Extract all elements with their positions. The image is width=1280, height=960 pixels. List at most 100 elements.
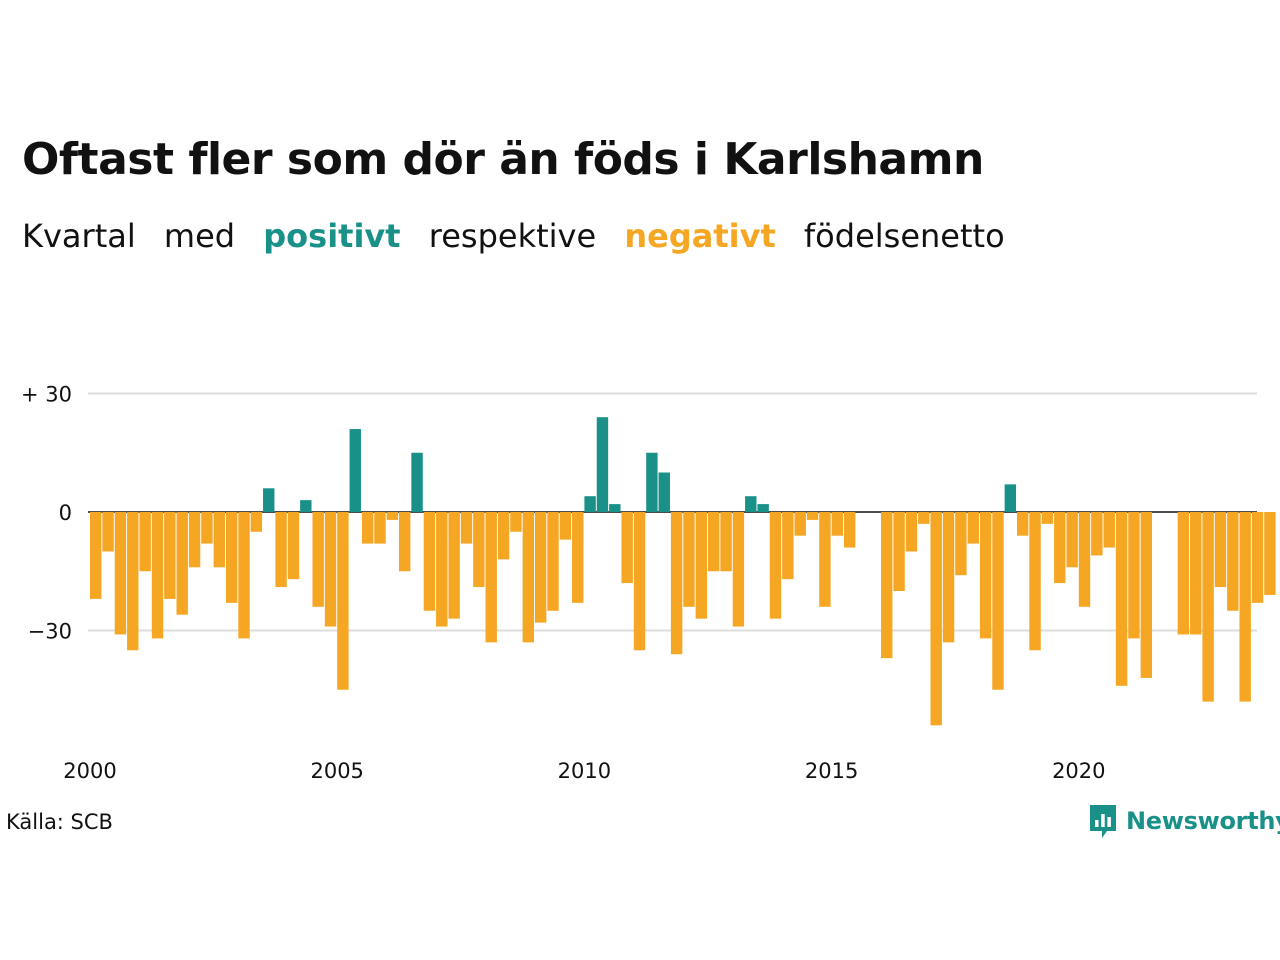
bar-negative [423, 512, 436, 611]
bar-negative [1177, 512, 1190, 635]
x-tick-label: 2005 [310, 759, 363, 783]
bar-positive [584, 496, 596, 512]
y-tick-label: + 30 [21, 383, 72, 407]
bar-negative [485, 512, 497, 643]
bar-positive [658, 472, 670, 512]
chart-title: Oftast fler som dör än föds i Karlshamn [22, 134, 984, 185]
bar-negative [806, 512, 819, 520]
bar-negative [287, 512, 300, 580]
bar-negative [942, 512, 955, 643]
bar-negative [188, 512, 201, 568]
bar-negative [1264, 512, 1276, 595]
bar-negative [782, 512, 794, 580]
bar-negative [250, 512, 263, 532]
bar-positive [609, 504, 621, 512]
bar-negative [930, 512, 942, 726]
bar-negative [720, 512, 732, 572]
bar-negative [695, 512, 708, 619]
bar-negative [399, 512, 411, 572]
bar-negative [164, 512, 176, 599]
subtitle-positive-word: positivt [263, 217, 401, 255]
bar-positive [757, 504, 769, 512]
bar-negative [238, 512, 250, 639]
bar-negative [102, 512, 114, 552]
bar-negative [547, 512, 559, 611]
bar-negative [337, 512, 349, 690]
bar-negative [448, 512, 460, 619]
x-tick-label: 2020 [1052, 759, 1105, 783]
bar-negative [559, 512, 572, 540]
bar-negative [275, 512, 287, 588]
bar-positive [349, 429, 361, 512]
bar-negative [312, 512, 324, 607]
subtitle-word-fodelsenetto: födelsenetto [803, 217, 1005, 255]
bar-negative [1140, 512, 1152, 678]
bar-negative [967, 512, 979, 544]
bar-negative [683, 512, 695, 607]
bar-negative [1128, 512, 1140, 639]
bar-negative [992, 512, 1004, 690]
bar-negative [1251, 512, 1264, 603]
bar-positive [300, 500, 312, 512]
bar-negative [708, 512, 720, 572]
bar-negative [1239, 512, 1251, 702]
bar-negative [1115, 512, 1128, 686]
bar-negative [732, 512, 745, 627]
y-tick-label: 0 [59, 501, 72, 525]
x-tick-label: 2010 [558, 759, 611, 783]
bar-negative [522, 512, 534, 643]
bar-positive [411, 452, 423, 512]
newsworthy-logo: Newsworthy [1088, 803, 1280, 839]
bar-negative [1103, 512, 1115, 548]
bar-negative [1190, 512, 1202, 635]
bar-negative [361, 512, 374, 544]
source-note: Källa: SCB [6, 810, 113, 834]
bar-positive [596, 417, 609, 512]
bar-negative [633, 512, 646, 651]
bar-negative [139, 512, 151, 572]
bar-negative [90, 512, 102, 599]
bar-negative [374, 512, 386, 544]
bar-positive [263, 488, 275, 512]
bar-positive [646, 452, 658, 512]
bar-negative [151, 512, 164, 639]
bar-negative [905, 512, 918, 552]
logo-text: Newsworthy [1126, 807, 1280, 835]
bar-negative [979, 512, 992, 639]
bar-negative [621, 512, 633, 584]
bar-negative [225, 512, 238, 603]
bar-positive [1004, 484, 1017, 512]
bar-negative [1214, 512, 1227, 588]
bar-negative [670, 512, 683, 655]
bar-negative [1054, 512, 1066, 584]
bar-negative [114, 512, 127, 635]
bar-negative [497, 512, 510, 560]
bar-negative [1029, 512, 1041, 651]
bar-negative [1202, 512, 1214, 702]
bar-negative [386, 512, 399, 520]
bar-negative [1041, 512, 1054, 524]
newsworthy-chat-bar-icon [1090, 805, 1116, 838]
bar-negative [1227, 512, 1239, 611]
y-tick-label: −30 [28, 620, 72, 644]
bar-negative [460, 512, 473, 544]
bar-negative [1066, 512, 1078, 568]
bar-chart: + 30 0 −30 2000 2005 2010 2015 2020 [21, 383, 1276, 783]
x-tick-label: 2015 [805, 759, 858, 783]
bar-negative [510, 512, 522, 532]
subtitle-word-med: med [163, 217, 236, 255]
bar-positive [745, 496, 757, 512]
subtitle-negative-word: negativt [624, 217, 776, 255]
x-tick-label: 2000 [63, 759, 116, 783]
bar-negative [127, 512, 139, 651]
bar-negative [213, 512, 225, 568]
bar-negative [534, 512, 547, 623]
bar-negative [436, 512, 448, 627]
bar-negative [572, 512, 584, 603]
bar-negative [473, 512, 485, 588]
bar-negative [831, 512, 843, 536]
bar-negative [176, 512, 188, 615]
bar-negative [881, 512, 893, 659]
bar-negative [893, 512, 905, 591]
chart-subtitle: Kvartal med positivt respektive negativt… [22, 216, 1023, 256]
